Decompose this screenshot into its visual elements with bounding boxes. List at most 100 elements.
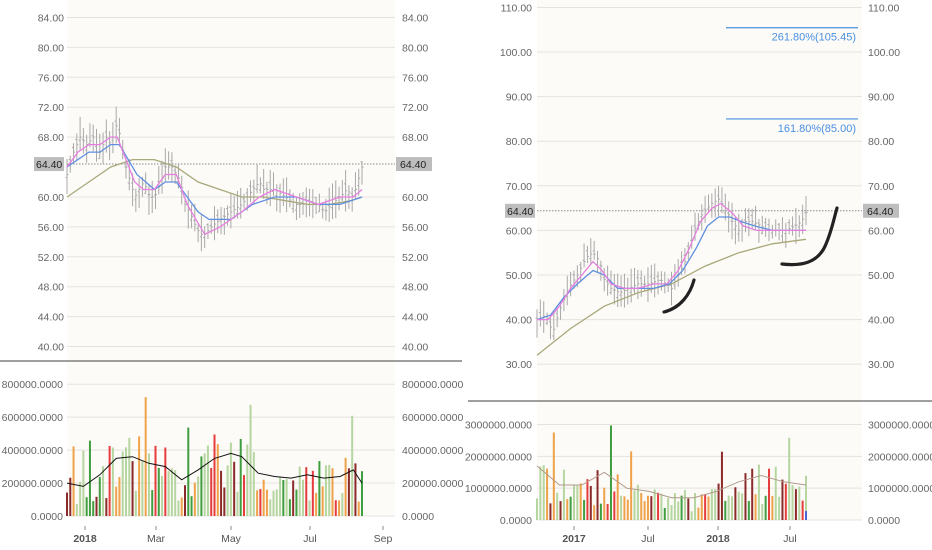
price-tick-label-left: 60.00 bbox=[506, 225, 532, 237]
volume-bar bbox=[731, 496, 734, 520]
price-tick-label-left: 56.00 bbox=[38, 222, 64, 234]
volume-bar bbox=[213, 434, 216, 516]
volume-bar bbox=[79, 481, 82, 516]
current-price-badge-left bbox=[34, 157, 64, 172]
volume-bar bbox=[134, 490, 137, 516]
plot-background bbox=[67, 0, 395, 516]
volume-bar bbox=[636, 484, 639, 520]
volume-bar bbox=[640, 492, 643, 520]
volume-bar bbox=[324, 465, 327, 516]
volume-tick-label-left: 0.0000 bbox=[500, 515, 532, 527]
volume-bar bbox=[744, 473, 747, 520]
volume-bar bbox=[125, 447, 127, 516]
volume-bar bbox=[542, 465, 545, 520]
x-axis-label: 2018 bbox=[73, 533, 97, 545]
ma-fast-line bbox=[537, 202, 806, 321]
volume-bar bbox=[144, 397, 147, 516]
volume-bar bbox=[361, 471, 363, 516]
volume-bar bbox=[583, 499, 586, 520]
volume-bar bbox=[115, 486, 118, 516]
volume-bar bbox=[357, 501, 360, 516]
volume-bar bbox=[801, 500, 804, 520]
current-price-label-left: 64.40 bbox=[36, 159, 62, 171]
current-price-label-right: 64.40 bbox=[400, 159, 426, 171]
price-tick-label-right: 110.00 bbox=[868, 2, 899, 14]
volume-tick-label-right: 1000000.0000 bbox=[868, 483, 932, 495]
price-tick-label-left: 100.00 bbox=[500, 47, 532, 59]
volume-bar bbox=[609, 425, 612, 520]
price-tick-label-right: 30.00 bbox=[868, 359, 894, 371]
volume-bar bbox=[177, 500, 180, 516]
volume-bar bbox=[737, 491, 740, 520]
price-tick-label-right: 44.00 bbox=[402, 312, 428, 324]
price-tick-label-right: 40.00 bbox=[868, 315, 894, 327]
price-tick-label-left: 84.00 bbox=[38, 12, 64, 24]
volume-bar bbox=[596, 470, 599, 520]
volume-bar bbox=[717, 483, 720, 520]
volume-bar bbox=[105, 498, 108, 516]
volume-bar bbox=[275, 489, 278, 516]
x-axis-label: Jul bbox=[783, 533, 796, 545]
volume-bar bbox=[788, 437, 791, 520]
volume-bar bbox=[305, 467, 308, 516]
price-tick-label-left: 60.00 bbox=[38, 192, 64, 204]
volume-bar bbox=[167, 471, 170, 516]
volume-bar bbox=[546, 468, 549, 520]
volume-bar bbox=[328, 464, 331, 516]
volume-bar bbox=[197, 476, 200, 516]
volume-bar bbox=[243, 475, 245, 516]
price-tick-label-right: 80.00 bbox=[402, 42, 428, 54]
volume-bar bbox=[646, 495, 649, 520]
volume-bar bbox=[630, 451, 633, 520]
volume-bar bbox=[82, 450, 85, 516]
volume-bar bbox=[761, 503, 764, 520]
price-tick-label-right: 52.00 bbox=[402, 252, 428, 264]
volume-bar bbox=[660, 493, 663, 520]
volume-bar bbox=[589, 485, 592, 520]
volume-bar bbox=[256, 490, 259, 516]
volume-bar bbox=[633, 490, 636, 520]
volume-bar bbox=[341, 493, 344, 516]
volume-tick-label-right: 0.0000 bbox=[868, 515, 900, 527]
volume-bar bbox=[292, 480, 295, 516]
volume-bar bbox=[616, 474, 619, 520]
price-tick-label-right: 76.00 bbox=[402, 72, 428, 84]
volume-bar bbox=[751, 468, 754, 520]
volume-bar bbox=[724, 500, 727, 520]
volume-tick-label-right: 800000.0000 bbox=[402, 379, 463, 391]
volume-bar bbox=[694, 492, 697, 520]
price-tick-label-left: 48.00 bbox=[38, 282, 64, 294]
volume-tick-label-left: 1000000.0000 bbox=[465, 483, 532, 495]
price-tick-label-left: 44.00 bbox=[38, 312, 64, 324]
volume-bar bbox=[334, 500, 337, 516]
right-chart: 110.00 110.00 100.00 100.00 90.00 90.00 80.00 8… bbox=[465, 0, 932, 545]
volume-bar bbox=[180, 497, 183, 516]
volume-bar bbox=[714, 489, 717, 520]
volume-bar bbox=[220, 470, 223, 516]
volume-bar bbox=[98, 477, 101, 516]
price-tick-label-left: 76.00 bbox=[38, 72, 64, 84]
volume-bar bbox=[85, 497, 88, 516]
fibonacci-label: 261.80%(105.45) bbox=[772, 32, 856, 44]
volume-bar bbox=[226, 465, 229, 516]
volume-bar bbox=[559, 501, 562, 520]
price-tick-label-right: 90.00 bbox=[868, 92, 894, 104]
volume-bar bbox=[784, 483, 787, 520]
volume-bar bbox=[262, 479, 265, 516]
volume-bar bbox=[118, 477, 121, 516]
price-tick-label-right: 60.00 bbox=[868, 225, 894, 237]
volume-bar bbox=[203, 453, 206, 516]
volume-bar bbox=[549, 503, 552, 520]
current-price-badge-left bbox=[505, 203, 535, 218]
price-tick-label-left: 52.00 bbox=[38, 252, 64, 264]
volume-bar bbox=[805, 511, 807, 520]
current-price-label-left: 64.40 bbox=[507, 206, 533, 218]
volume-bar bbox=[650, 496, 653, 520]
hand-drawn-curve bbox=[780, 206, 839, 267]
volume-bar bbox=[164, 447, 167, 516]
price-tick-label-left: 72.00 bbox=[38, 102, 64, 114]
current-price-badge-right bbox=[863, 203, 899, 218]
volume-bar bbox=[683, 489, 686, 520]
hand-drawn-curve bbox=[662, 278, 696, 314]
